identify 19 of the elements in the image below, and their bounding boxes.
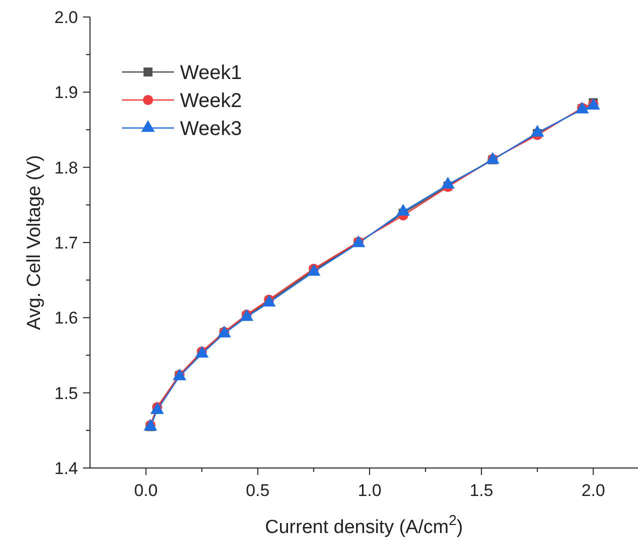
point xyxy=(441,176,455,189)
x-tick-label: 0.5 xyxy=(246,481,270,500)
x-tick-label: 1.5 xyxy=(470,481,494,500)
y-tick-label: 1.8 xyxy=(54,158,78,178)
legend-label: Week2 xyxy=(180,90,242,112)
y-tick-label: 2.0 xyxy=(54,8,78,27)
x-tick-label: 0.0 xyxy=(134,481,158,500)
y-tick-label: 1.6 xyxy=(54,308,78,328)
x-axis-title: Current density (A/cm$^{2}$) xyxy=(265,513,463,538)
x-tick-label: 1.0 xyxy=(358,481,382,500)
point xyxy=(396,204,410,216)
legend-label: Week1 xyxy=(180,62,242,84)
x-tick-label: 2.0 xyxy=(581,481,606,500)
legend-label: Week3 xyxy=(180,118,242,140)
y-tick-label: 1.5 xyxy=(54,384,78,403)
y-tick-label: 1.7 xyxy=(54,233,78,252)
y-axis-title: Avg. Cell Voltage (V) xyxy=(24,155,45,330)
y-tick-label: 1.9 xyxy=(54,83,78,102)
y-tick-label: 1.4 xyxy=(54,458,78,478)
